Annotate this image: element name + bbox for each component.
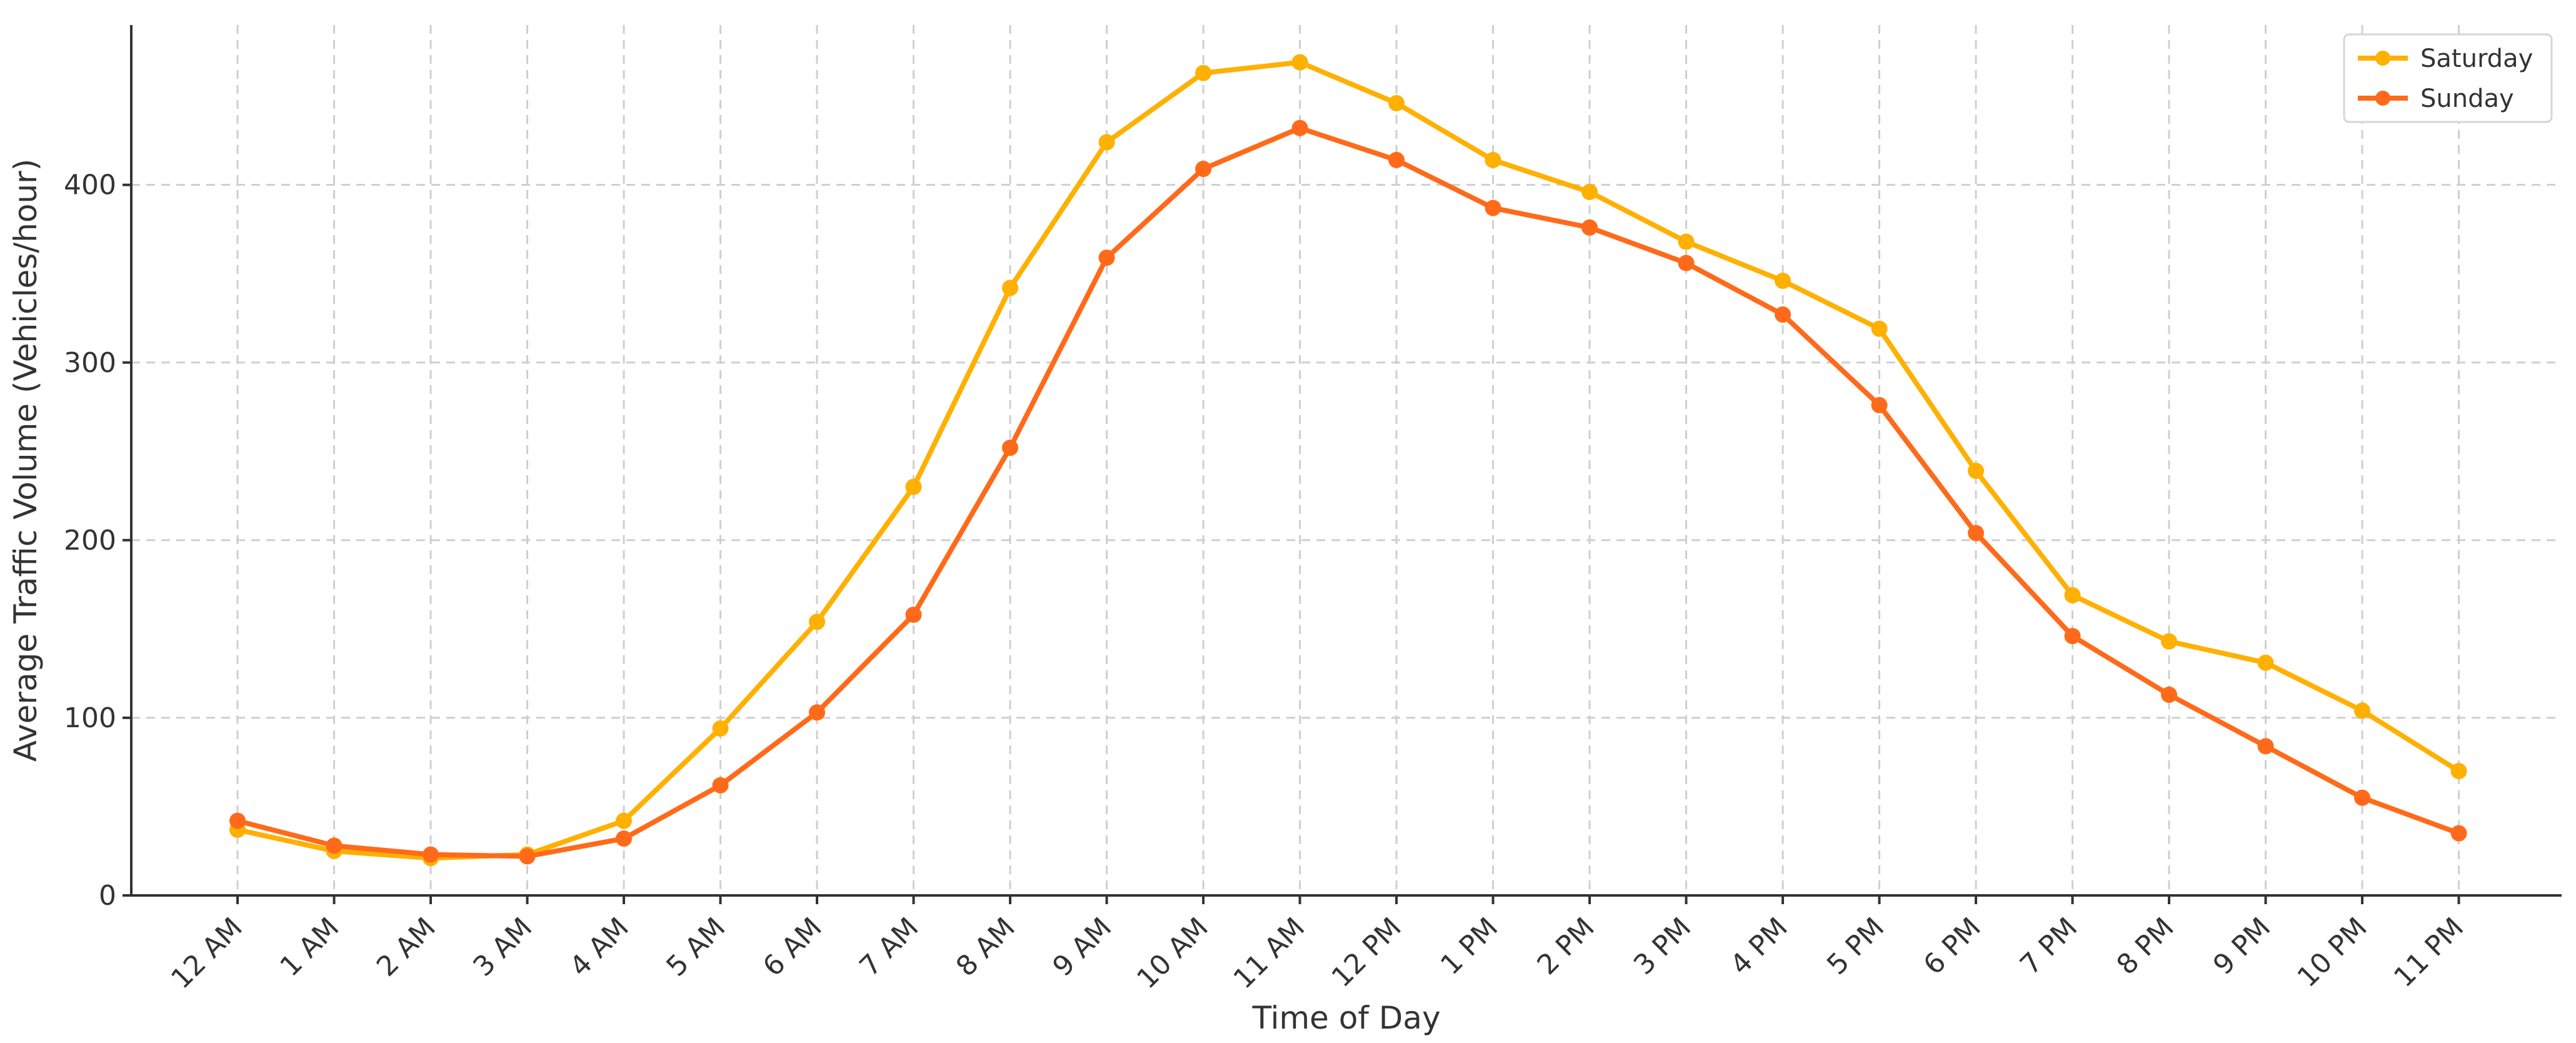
x-tick-label: 5 AM [660, 912, 731, 983]
grid-layer [131, 25, 2562, 895]
legend: Saturday Sunday [2343, 33, 2553, 123]
x-tick-label: 1 PM [1435, 912, 1504, 981]
x-tick-label: 1 AM [274, 912, 345, 983]
data-point [1485, 151, 1501, 168]
series-layer [229, 54, 2467, 867]
x-tick-label: 11 PM [2388, 912, 2470, 994]
data-point [1871, 396, 1888, 413]
x-tick-label: 5 PM [1821, 912, 1890, 981]
data-point [1678, 233, 1695, 250]
series-line [235, 59, 2462, 861]
x-tick-label: 2 PM [1531, 912, 1600, 981]
axes-layer [130, 25, 2562, 897]
data-point [2354, 702, 2370, 719]
series-saturday [229, 54, 2467, 867]
data-point [2161, 686, 2177, 703]
series-sunday [229, 119, 2467, 865]
x-axis-title: Time of Day [1251, 1000, 1440, 1036]
y-tick-label: 200 [64, 525, 116, 557]
data-point [809, 613, 825, 630]
data-point [1775, 273, 1791, 290]
legend-item-sunday: Sunday [2358, 84, 2514, 113]
data-point [229, 812, 246, 829]
legend-item-saturday: Saturday [2358, 44, 2533, 73]
x-tick-label: 7 PM [2014, 912, 2083, 981]
data-point [1195, 64, 1211, 81]
x-tick-label: 12 AM [165, 912, 249, 995]
data-point [809, 704, 825, 721]
data-point [519, 848, 536, 865]
y-tick-label: 400 [64, 169, 116, 201]
legend-marker [2375, 91, 2390, 106]
data-point [2064, 587, 2081, 603]
data-point [1485, 199, 1501, 216]
data-point [712, 720, 729, 737]
x-tick-label: 11 AM [1228, 912, 1311, 995]
data-point [1291, 54, 1308, 71]
data-point [1002, 280, 1018, 296]
x-tick-label: 10 PM [2292, 912, 2373, 994]
data-point [905, 607, 922, 623]
x-tick-label: 6 PM [1917, 912, 1987, 981]
x-tick-label: 7 AM [853, 912, 925, 983]
x-tick-label: 9 PM [2207, 912, 2277, 981]
x-tick-label: 3 AM [467, 912, 538, 983]
x-tick-label: 9 AM [1046, 912, 1118, 983]
data-point [1098, 134, 1115, 151]
x-tick-label: 2 AM [371, 912, 442, 983]
x-tick-label: 8 AM [950, 912, 1021, 983]
data-point [2450, 825, 2467, 842]
legend-marker [2375, 51, 2390, 66]
data-point [1581, 219, 1598, 236]
data-point [1871, 320, 1888, 337]
data-point [1195, 161, 1211, 178]
legend-label: Saturday [2420, 44, 2533, 73]
data-point [326, 837, 343, 854]
x-tick-label: 8 PM [2110, 912, 2180, 981]
data-point [2354, 789, 2370, 806]
y-tick-label: 100 [64, 702, 116, 734]
data-point [2161, 633, 2177, 650]
data-point [905, 478, 922, 495]
data-point [1581, 184, 1598, 201]
x-tick-label: 10 AM [1131, 912, 1215, 995]
data-point [1388, 94, 1405, 111]
data-point [2064, 628, 2081, 645]
x-tick-label: 4 AM [564, 912, 635, 983]
data-point [1291, 119, 1308, 136]
ticks-layer: 12 AM 1 AM 2 AM 3 AM 4 AM 5 AM 6 AM 7 AM 8 AM 9 A… [64, 169, 2470, 995]
data-point [1678, 254, 1695, 271]
data-point [2450, 763, 2467, 780]
data-point [616, 830, 632, 847]
data-point [423, 846, 439, 863]
series-line [235, 125, 2462, 859]
data-point [1968, 525, 1984, 542]
x-tick-label: 12 PM [1326, 912, 1408, 994]
data-point [1388, 151, 1405, 168]
data-point [1968, 463, 1984, 480]
data-point [2257, 654, 2274, 671]
data-point [2257, 738, 2274, 755]
y-tick-label: 300 [64, 347, 116, 379]
legend-label: Sunday [2420, 84, 2514, 113]
x-tick-label: 3 PM [1628, 912, 1697, 981]
x-tick-label: 6 AM [757, 912, 828, 983]
data-point [1002, 440, 1018, 456]
x-tick-label: 4 PM [1724, 912, 1793, 981]
y-tick-label: 0 [99, 880, 116, 912]
data-point [1775, 306, 1791, 323]
y-axis-title: Average Traffic Volume (Vehicles/hour) [8, 159, 44, 762]
data-point [616, 812, 632, 829]
data-point [712, 777, 729, 794]
data-point [1098, 249, 1115, 266]
